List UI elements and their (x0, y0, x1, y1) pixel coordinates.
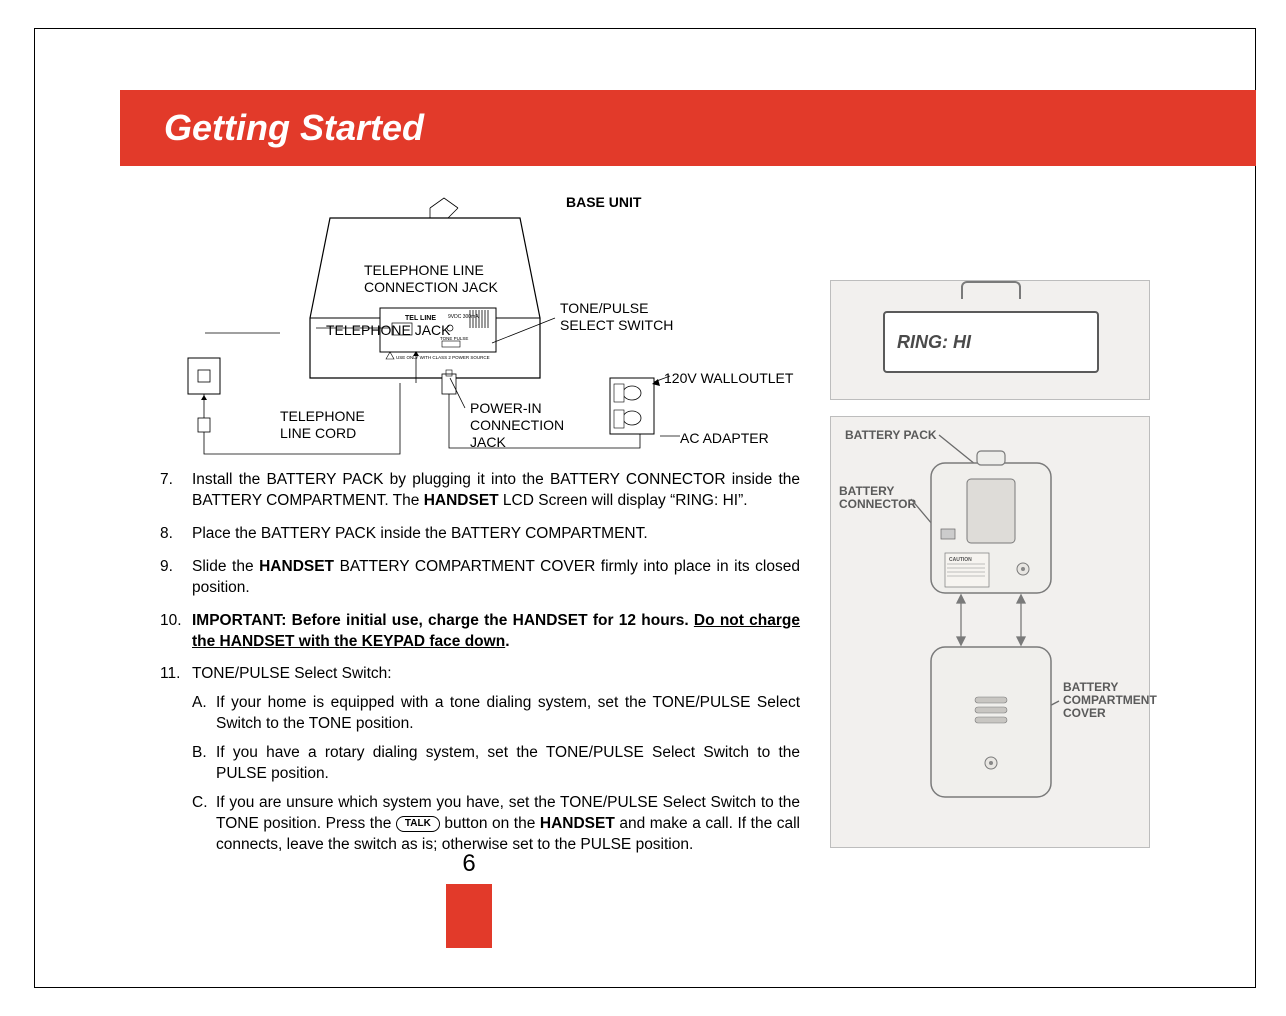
text: TONE/PULSE Select Switch: (192, 664, 800, 685)
step-body: IMPORTANT: Before initial use, charge th… (192, 611, 800, 653)
svg-text:USE ONLY WITH CLASS 2 POWER SO: USE ONLY WITH CLASS 2 POWER SOURCE (396, 355, 490, 360)
step-num: 8. (160, 524, 192, 545)
diagram-label-tel-line-cord: TELEPHONE LINE CORD (280, 408, 365, 442)
step-10: 10. IMPORTANT: Before initial use, charg… (160, 611, 800, 653)
step-body: TONE/PULSE Select Switch: A. If your hom… (192, 664, 800, 855)
page-title: Getting Started (164, 107, 424, 149)
text: LCD Screen will display (499, 492, 670, 509)
substep-letter: A. (192, 693, 216, 735)
text-bold: . (505, 633, 509, 650)
diagram-label-ac-adapter: AC ADAPTER (680, 430, 769, 447)
header-band: Getting Started (120, 90, 1256, 166)
text-bold: HANDSET (424, 492, 499, 509)
diagram-label-wall-outlet: 120V WALLOUTLET (664, 370, 793, 387)
text: If your home is equipped with a tone dia… (216, 693, 800, 735)
step-num: 7. (160, 470, 192, 512)
diagram-label-base-unit: BASE UNIT (566, 194, 641, 211)
step-9: 9. Slide the HANDSET BATTERY COMPARTMENT… (160, 557, 800, 599)
substep-c: C. If you are unsure which system you ha… (192, 793, 800, 856)
svg-text:TEL LINE: TEL LINE (405, 315, 436, 322)
substep-a: A. If your home is equipped with a tone … (192, 693, 800, 735)
step-num: 11. (160, 664, 192, 855)
text-bold: IMPORTANT: Before initial use, charge th… (192, 612, 694, 629)
talk-button-icon: TALK (396, 816, 440, 832)
text: If you are unsure which system you have,… (216, 793, 800, 856)
diagram-label-tone-pulse: TONE/PULSE SELECT SWITCH (560, 300, 673, 334)
text: “RING: HI” (670, 492, 743, 509)
page-number: 6 (462, 850, 475, 878)
step-8: 8. Place the BATTERY PACK inside the BAT… (160, 524, 800, 545)
battery-compartment-figure: BATTERY PACK BATTERY CONNECTOR BATTERY C… (830, 416, 1150, 848)
step-body: Place the BATTERY PACK inside the BATTER… (192, 524, 800, 545)
diagram-label-tel-line-conn: TELEPHONE LINE CONNECTION JACK (364, 262, 498, 296)
lcd-top-notch (961, 281, 1021, 299)
substep-letter: B. (192, 743, 216, 785)
substep-letter: C. (192, 793, 216, 856)
text-bold: HANDSET (540, 815, 615, 832)
steps-content: 7. Install the BATTERY PACK by plugging … (160, 470, 800, 868)
text: button on the (440, 815, 540, 832)
step-7: 7. Install the BATTERY PACK by plugging … (160, 470, 800, 512)
text: Slide the (192, 558, 259, 575)
text: . (743, 492, 747, 509)
svg-text:CAUTION: CAUTION (949, 557, 972, 563)
battery-figure-svg: CAUTION (831, 417, 1151, 849)
substep-b: B. If you have a rotary dialing system, … (192, 743, 800, 785)
step-num: 9. (160, 557, 192, 599)
step-body: Install the BATTERY PACK by plugging it … (192, 470, 800, 512)
page-number-block: 6 (446, 850, 492, 950)
diagram-label-tel-jack: TELEPHONE JACK (326, 322, 450, 339)
step-11: 11. TONE/PULSE Select Switch: A. If your… (160, 664, 800, 855)
svg-text:9VDC 300mA: 9VDC 300mA (448, 314, 479, 320)
lcd-display: RING: HI (883, 311, 1099, 373)
step-body: Slide the HANDSET BATTERY COMPARTMENT CO… (192, 557, 800, 599)
step-num: 10. (160, 611, 192, 653)
text: If you have a rotary dialing system, set… (216, 743, 800, 785)
lcd-screen-figure: RING: HI (830, 280, 1150, 400)
text-bold: HANDSET (259, 558, 334, 575)
diagram-label-power-in: POWER-IN CONNECTION JACK (470, 400, 564, 450)
page-number-bar (446, 884, 492, 948)
